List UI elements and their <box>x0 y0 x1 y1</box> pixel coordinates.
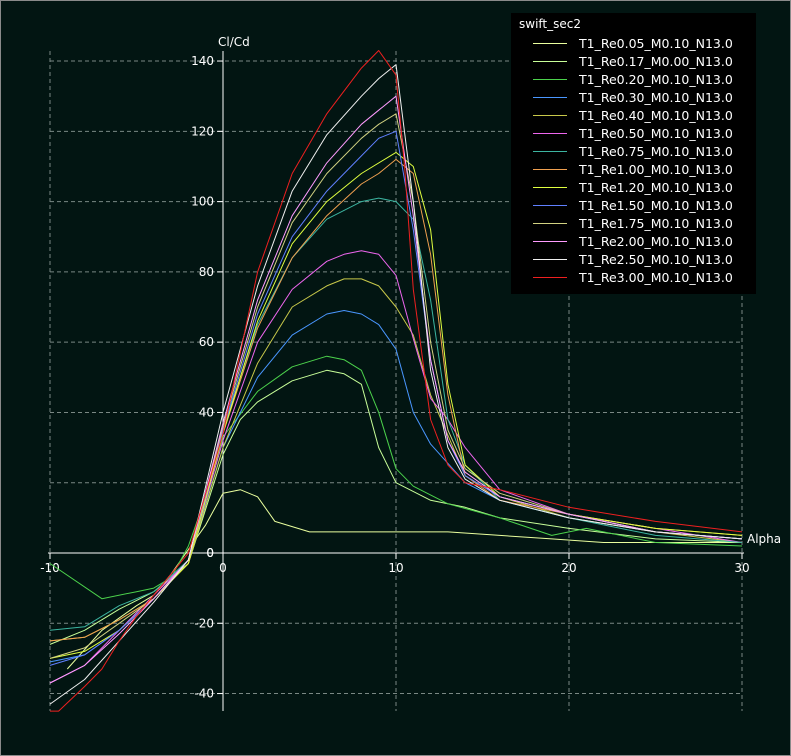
y-axis-label: Cl/Cd <box>218 35 250 49</box>
legend-item: T1_Re0.05_M0.10_N13.0 <box>533 35 753 53</box>
legend-swatch <box>533 259 567 260</box>
y-tick-label: 100 <box>191 195 214 209</box>
legend-swatch <box>533 61 567 62</box>
legend-label: T1_Re1.50_M0.10_N13.0 <box>579 198 733 213</box>
series-line-12 <box>49 64 743 705</box>
y-tick-label: 120 <box>191 124 214 138</box>
legend-swatch <box>533 133 567 134</box>
legend-swatch <box>533 277 567 278</box>
series-line-2 <box>49 355 743 600</box>
y-tick-label: 0 <box>206 546 214 560</box>
x-tick-label: 20 <box>561 561 576 575</box>
legend-item: T1_Re0.75_M0.10_N13.0 <box>533 143 753 161</box>
legend-label: T1_Re1.75_M0.10_N13.0 <box>579 216 733 231</box>
legend-item: T1_Re0.50_M0.10_N13.0 <box>533 125 753 143</box>
y-tick-label: 80 <box>199 265 214 279</box>
legend-item: T1_Re0.40_M0.10_N13.0 <box>533 107 753 125</box>
legend-swatch <box>533 187 567 188</box>
legend-label: T1_Re0.30_M0.10_N13.0 <box>579 90 733 105</box>
x-axis-label: Alpha <box>747 532 781 546</box>
legend-swatch <box>533 97 567 98</box>
y-tick-label: 40 <box>199 405 214 419</box>
series-line-6 <box>49 197 743 631</box>
legend-item: T1_Re0.30_M0.10_N13.0 <box>533 89 753 107</box>
legend-item: T1_Re1.75_M0.10_N13.0 <box>533 215 753 233</box>
series-line-11 <box>49 95 743 684</box>
legend-item: T1_Re0.17_M0.00_N13.0 <box>533 53 753 71</box>
x-tick-label: -10 <box>40 561 60 575</box>
legend-item: T1_Re1.00_M0.10_N13.0 <box>533 161 753 179</box>
y-tick-label: 0 <box>206 546 214 560</box>
legend-label: T1_Re0.75_M0.10_N13.0 <box>579 144 733 159</box>
legend-label: T1_Re3.00_M0.10_N13.0 <box>579 270 733 285</box>
x-tick-label: 30 <box>734 561 749 575</box>
series-line-5 <box>49 250 743 684</box>
legend-label: T1_Re2.00_M0.10_N13.0 <box>579 234 733 249</box>
legend-swatch <box>533 223 567 224</box>
y-tick-label: -20 <box>194 616 214 630</box>
legend-swatch <box>533 115 567 116</box>
legend-swatch <box>533 205 567 206</box>
legend-label: T1_Re1.00_M0.10_N13.0 <box>579 162 733 177</box>
legend-item: T1_Re3.00_M0.10_N13.0 <box>533 269 753 287</box>
legend-label: T1_Re0.20_M0.10_N13.0 <box>579 72 733 87</box>
series-lines <box>49 50 743 712</box>
x-tick-label: 10 <box>388 561 403 575</box>
legend-label: T1_Re0.50_M0.10_N13.0 <box>579 126 733 141</box>
legend-swatch <box>533 169 567 170</box>
legend-swatch <box>533 241 567 242</box>
legend-swatch <box>533 43 567 44</box>
y-tick-label: 60 <box>199 335 214 349</box>
y-tick-label: 140 <box>191 54 214 68</box>
x-tick-label: 0 <box>219 561 227 575</box>
series-line-13 <box>50 50 743 712</box>
legend-swatch <box>533 151 567 152</box>
legend-swatch <box>533 79 567 80</box>
legend-label: T1_Re0.17_M0.00_N13.0 <box>579 54 733 69</box>
legend-label: T1_Re0.05_M0.10_N13.0 <box>579 36 733 51</box>
legend-label: T1_Re2.50_M0.10_N13.0 <box>579 252 733 267</box>
legend-item: T1_Re0.20_M0.10_N13.0 <box>533 71 753 89</box>
legend-item: T1_Re2.50_M0.10_N13.0 <box>533 251 753 269</box>
legend-label: T1_Re1.20_M0.10_N13.0 <box>579 180 733 195</box>
legend-label: T1_Re0.40_M0.10_N13.0 <box>579 108 733 123</box>
legend-item: T1_Re2.00_M0.10_N13.0 <box>533 233 753 251</box>
y-tick-label: -40 <box>194 687 214 701</box>
legend: swift_sec2 T1_Re0.05_M0.10_N13.0 T1_Re0.1… <box>511 13 756 294</box>
legend-title: swift_sec2 <box>519 17 581 31</box>
legend-item: T1_Re1.20_M0.10_N13.0 <box>533 179 753 197</box>
legend-item: T1_Re1.50_M0.10_N13.0 <box>533 197 753 215</box>
